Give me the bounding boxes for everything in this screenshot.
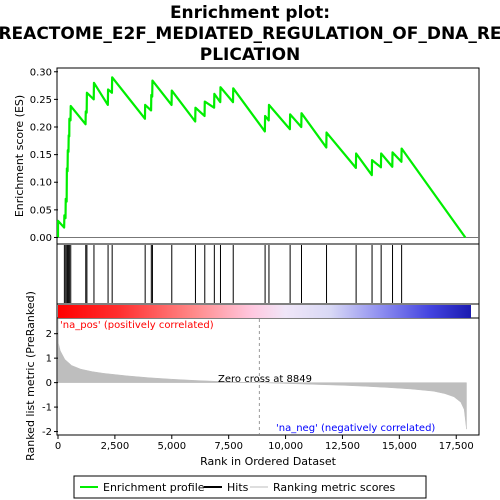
legend-label: Ranking metric scores bbox=[273, 481, 395, 494]
pos-correlated-label: 'na_pos' (positively correlated) bbox=[60, 320, 214, 331]
es-y-tick-label: 0.10 bbox=[30, 178, 52, 189]
metric-y-tick-label: 2 bbox=[46, 329, 52, 340]
es-y-tick-label: 0.05 bbox=[30, 205, 52, 216]
enrichment-profile-line bbox=[56, 76, 467, 239]
x-tick-label: 15,000 bbox=[382, 441, 417, 452]
x-tick-label: 5,000 bbox=[157, 441, 186, 452]
zero-cross-label: Zero cross at 8849 bbox=[218, 374, 312, 385]
chart-title-line-3: PLICATION bbox=[200, 45, 301, 65]
metric-y-ticks: 2 1 0 -1 -2 bbox=[42, 329, 58, 438]
es-line-group bbox=[56, 76, 467, 239]
ranking-metric-area bbox=[57, 318, 467, 430]
metric-y-tick-label: -2 bbox=[42, 427, 52, 438]
es-y-tick-label: 0.20 bbox=[30, 123, 52, 134]
ranking-colorbar bbox=[58, 305, 471, 318]
es-y-ticks: 0.00 0.05 0.10 0.15 0.20 0.25 0.30 bbox=[30, 67, 58, 244]
chart-title-line-1: Enrichment plot: bbox=[170, 3, 330, 23]
es-y-tick-label: 0.15 bbox=[30, 150, 52, 161]
x-tick-label: 12,500 bbox=[325, 441, 360, 452]
legend-label: Enrichment profile bbox=[103, 481, 205, 494]
metric-y-axis-label: Ranked list metric (PreRanked) bbox=[24, 291, 37, 461]
x-tick-label: 17,500 bbox=[439, 441, 474, 452]
hits-group bbox=[63, 245, 403, 303]
metric-y-tick-label: 1 bbox=[46, 354, 52, 365]
metric-y-tick-label: 0 bbox=[46, 378, 52, 389]
neg-correlated-label: 'na_neg' (negatively correlated) bbox=[276, 423, 435, 434]
legend: Enrichment profile Hits Ranking metric sco… bbox=[80, 481, 395, 494]
metric-y-tick-label: -1 bbox=[42, 403, 52, 414]
es-y-tick-label: 0.00 bbox=[30, 233, 52, 244]
legend-label: Hits bbox=[227, 481, 249, 494]
metric-group bbox=[57, 318, 467, 434]
x-tick-label: 2,500 bbox=[101, 441, 130, 452]
es-y-tick-label: 0.30 bbox=[30, 67, 52, 78]
hits-panel-frame bbox=[56, 243, 480, 305]
es-y-axis-label: Enrichment score (ES) bbox=[13, 95, 26, 217]
x-ticks: 0 2,500 5,000 7,500 10,000 12,500 15,000 17,500 bbox=[55, 435, 474, 452]
x-tick-label: 10,000 bbox=[268, 441, 303, 452]
chart-title-line-2: REACTOME_E2F_MEDIATED_REGULATION_OF_DNA_… bbox=[0, 24, 500, 44]
x-axis-label: Rank in Ordered Dataset bbox=[200, 455, 337, 468]
x-tick-label: 7,500 bbox=[214, 441, 243, 452]
es-panel-frame bbox=[56, 67, 480, 245]
x-tick-label: 0 bbox=[55, 441, 61, 452]
es-y-tick-label: 0.25 bbox=[30, 95, 52, 106]
